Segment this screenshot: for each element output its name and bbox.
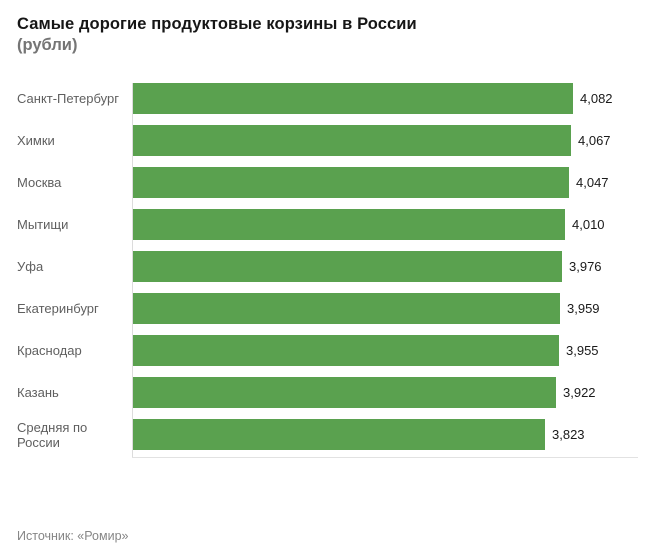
category-label: Казань bbox=[17, 385, 59, 400]
category-label: Екатеринбург bbox=[17, 301, 99, 316]
x-axis-line bbox=[132, 457, 638, 458]
value-label: 3,955 bbox=[566, 343, 599, 358]
chart-title: Самые дорогие продуктовые корзины в Росс… bbox=[17, 15, 417, 33]
bar bbox=[133, 335, 559, 366]
category-label: Химки bbox=[17, 133, 55, 148]
bar-chart: Санкт-Петербург 4,082 Химки 4,067 Москва 4,04… bbox=[0, 83, 649, 463]
y-axis-line bbox=[132, 83, 133, 457]
bar-row: Казань 3,922 bbox=[0, 377, 649, 408]
bar-row: Екатеринбург 3,959 bbox=[0, 293, 649, 324]
value-label: 4,082 bbox=[580, 91, 613, 106]
value-label: 3,959 bbox=[567, 301, 600, 316]
bar bbox=[133, 251, 562, 282]
bar-row: Химки 4,067 bbox=[0, 125, 649, 156]
category-label: Мытищи bbox=[17, 217, 69, 232]
bar bbox=[133, 83, 573, 114]
category-label: Санкт-Петербург bbox=[17, 91, 119, 106]
bar bbox=[133, 377, 556, 408]
category-label: Москва bbox=[17, 175, 62, 190]
source-note: Источник: «Ромир» bbox=[17, 529, 129, 543]
value-label: 3,922 bbox=[563, 385, 596, 400]
value-label: 4,067 bbox=[578, 133, 611, 148]
value-label: 4,010 bbox=[572, 217, 605, 232]
bar bbox=[133, 125, 571, 156]
bar-row: Мытищи 4,010 bbox=[0, 209, 649, 240]
bar bbox=[133, 167, 569, 198]
bar-row: Средняя по России 3,823 bbox=[0, 419, 649, 450]
chart-subtitle: (рубли) bbox=[17, 36, 78, 54]
bar-row: Уфа 3,976 bbox=[0, 251, 649, 282]
bar-row: Москва 4,047 bbox=[0, 167, 649, 198]
chart-header: Самые дорогие продуктовые корзины в Росс… bbox=[17, 14, 617, 56]
value-label: 3,823 bbox=[552, 427, 585, 442]
category-label: Средняя по России bbox=[17, 419, 88, 450]
bar bbox=[133, 209, 565, 240]
bar-row: Краснодар 3,955 bbox=[0, 335, 649, 366]
bar bbox=[133, 293, 560, 324]
value-label: 3,976 bbox=[569, 259, 602, 274]
bar-row: Санкт-Петербург 4,082 bbox=[0, 83, 649, 114]
category-label: Краснодар bbox=[17, 343, 82, 358]
category-label: Уфа bbox=[17, 259, 44, 274]
bar bbox=[133, 419, 545, 450]
value-label: 4,047 bbox=[576, 175, 609, 190]
